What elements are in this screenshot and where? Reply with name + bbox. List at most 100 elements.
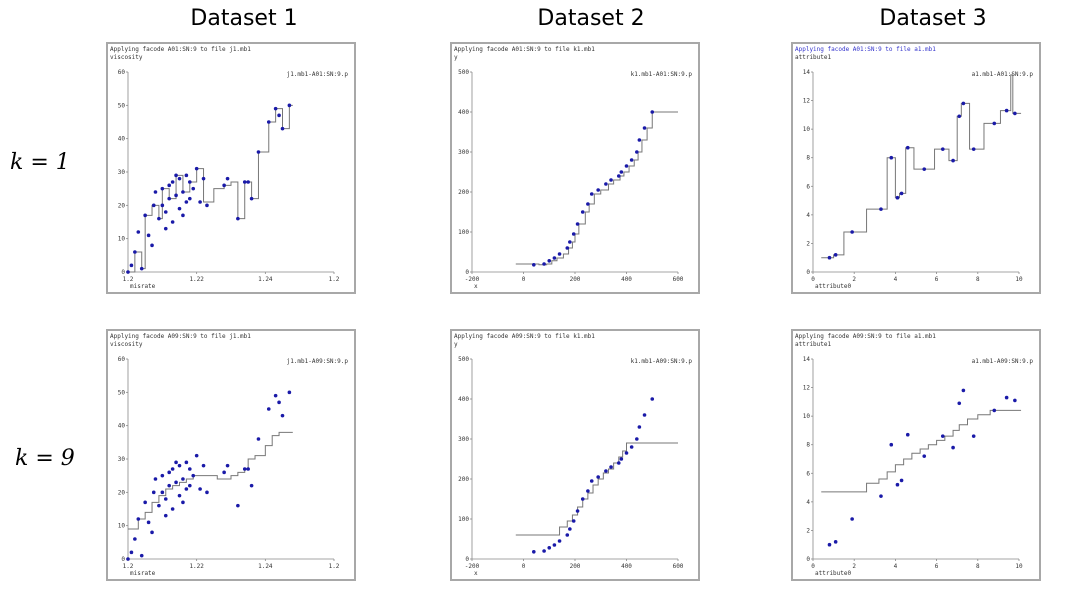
data-point: [188, 467, 192, 471]
data-point: [571, 519, 576, 523]
data-point: [242, 180, 247, 184]
y-tick-label: 30: [118, 169, 126, 176]
data-point: [205, 203, 209, 208]
y-axis-label: viscosity: [110, 54, 143, 61]
y-tick-label: 14: [803, 356, 811, 363]
data-point: [249, 196, 254, 201]
data-point: [256, 437, 261, 441]
data-point: [895, 195, 900, 200]
data-point: [136, 517, 141, 521]
y-tick-label: 100: [458, 516, 469, 523]
y-tick-label: 300: [458, 436, 469, 443]
data-point: [833, 253, 838, 257]
y-axis-label: attribute1: [795, 341, 832, 348]
data-point: [129, 263, 134, 268]
x-tick-label: 1.22: [189, 276, 204, 283]
data-point: [160, 473, 165, 478]
data-point: [642, 413, 647, 417]
x-tick-label: 200: [570, 563, 581, 570]
data-point: [552, 256, 557, 260]
x-tick-label: 0: [811, 276, 815, 283]
data-point: [604, 469, 608, 473]
data-point: [899, 191, 904, 196]
data-point: [133, 250, 137, 254]
row-label-k1: k = 1: [10, 150, 70, 175]
y-tick-label: 0: [806, 556, 810, 563]
data-point: [609, 178, 613, 182]
y-tick-label: 40: [118, 136, 126, 143]
data-point: [565, 533, 570, 537]
data-point: [163, 210, 168, 214]
data-point: [194, 453, 199, 458]
data-point: [181, 477, 185, 481]
data-point: [167, 470, 171, 475]
data-point: [889, 442, 894, 447]
x-tick-label: 8: [976, 276, 980, 283]
data-point: [604, 182, 608, 186]
data-point: [181, 213, 185, 218]
x-axis-label: misrate: [130, 570, 156, 577]
data-point: [971, 434, 976, 438]
y-tick-label: 0: [121, 269, 125, 276]
y-tick-label: 0: [465, 269, 469, 276]
y-axis-label: viscosity: [110, 341, 143, 348]
data-point: [222, 470, 226, 475]
data-point: [201, 463, 206, 468]
chart-header: Applying facode A09:SN:9 to file a1.mb1: [795, 333, 936, 340]
chart-header: Applying facode A09:SN:9 to file j1.mb1: [110, 333, 251, 340]
data-point: [150, 243, 154, 248]
data-point: [177, 463, 182, 468]
data-point: [249, 483, 254, 488]
data-point: [153, 477, 158, 481]
y-tick-label: 10: [803, 413, 811, 420]
data-point: [905, 432, 910, 437]
data-point: [961, 101, 966, 106]
data-point: [586, 489, 590, 493]
data-point: [580, 497, 585, 501]
data-point: [637, 425, 642, 429]
data-point: [163, 513, 168, 518]
row-label-k9: k = 9: [15, 446, 75, 471]
x-tick-label: 400: [621, 276, 632, 283]
regression-step-curve: [821, 409, 1022, 493]
y-tick-label: 2: [806, 240, 810, 247]
data-point: [287, 103, 292, 108]
data-point: [167, 196, 171, 201]
data-point: [205, 490, 209, 495]
x-tick-label: 4: [894, 563, 898, 570]
data-point: [188, 180, 192, 184]
x-tick-label: 600: [673, 563, 684, 570]
data-point: [557, 539, 562, 543]
data-point: [596, 188, 600, 192]
data-point: [246, 467, 250, 471]
data-point: [151, 490, 156, 495]
data-point: [151, 203, 156, 208]
y-tick-label: 4: [806, 212, 810, 219]
data-point: [629, 445, 634, 449]
regression-step-curve: [821, 74, 1022, 259]
y-tick-label: 400: [458, 396, 469, 403]
data-point: [177, 176, 182, 181]
data-point: [139, 553, 144, 558]
regression-step-curve: [515, 111, 678, 266]
data-point: [542, 262, 546, 266]
data-point: [895, 482, 900, 487]
x-tick-label: 2: [852, 563, 856, 570]
data-point: [246, 180, 250, 184]
data-point: [616, 461, 621, 465]
data-point: [160, 203, 165, 208]
regression-step-curve: [128, 104, 293, 273]
data-point: [194, 166, 199, 171]
data-point: [225, 176, 230, 181]
data-point: [619, 170, 624, 174]
data-point: [277, 113, 281, 118]
data-point: [922, 167, 927, 171]
regression-step-curve: [128, 431, 293, 530]
data-point: [616, 174, 621, 178]
x-tick-label: 400: [621, 563, 632, 570]
y-tick-label: 20: [118, 489, 126, 496]
y-tick-label: 2: [806, 527, 810, 534]
data-point: [557, 252, 562, 256]
x-tick-label: 10: [1015, 563, 1023, 570]
plot-svg: Applying facode A01:SN:9 to file k1.mb1y…: [454, 46, 692, 290]
